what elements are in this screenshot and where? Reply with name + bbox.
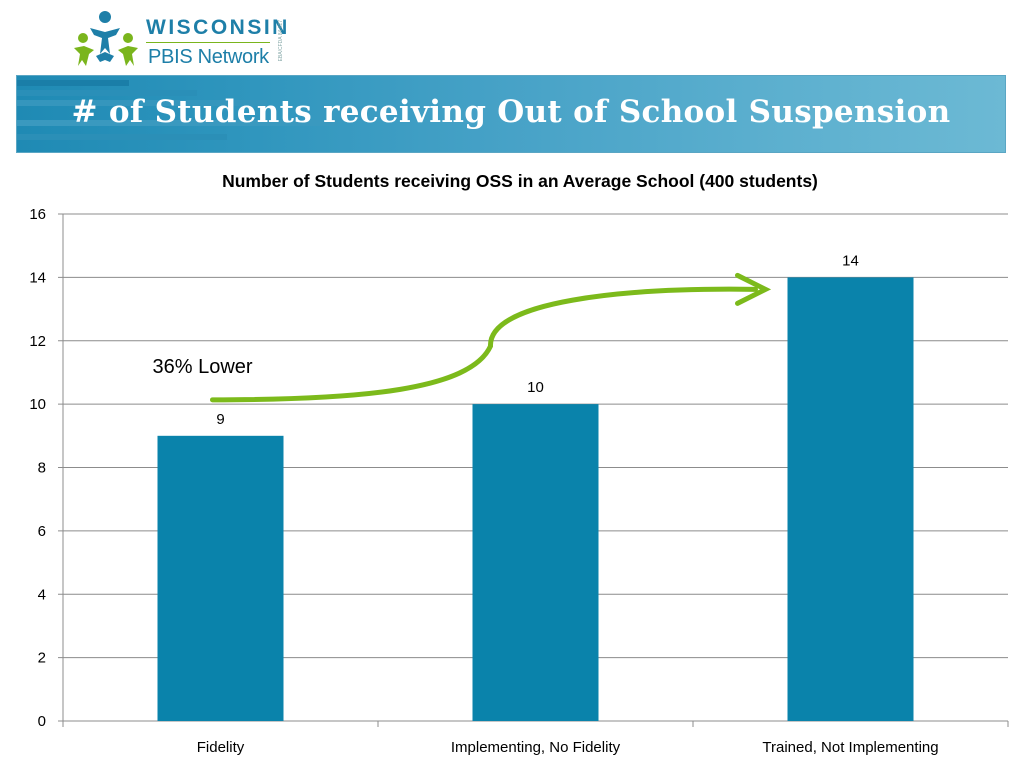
banner-decor-band bbox=[17, 120, 337, 126]
wisconsin-pbis-logo: WISCONSIN PBIS Network EBA/CFDA 84.027 bbox=[72, 8, 312, 72]
banner-decor-band bbox=[17, 80, 129, 86]
logo-pbis-network-text: PBIS Network bbox=[148, 46, 269, 68]
y-tick-label: 6 bbox=[38, 523, 46, 540]
logo-divider bbox=[146, 42, 270, 43]
annotation-arrow bbox=[210, 286, 758, 403]
logo-wisconsin-text: WISCONSIN bbox=[146, 16, 290, 39]
data-label: 10 bbox=[527, 379, 544, 396]
oss-bar-chart: Number of Students receiving OSS in an A… bbox=[29, 171, 1009, 756]
slide-title: # of Students receiving Out of School Su… bbox=[71, 94, 951, 130]
banner-decor-band bbox=[17, 134, 227, 140]
title-banner: # of Students receiving Out of School Su… bbox=[16, 75, 1006, 153]
annotation-arrowhead-icon bbox=[735, 272, 772, 306]
y-tick-label: 12 bbox=[29, 333, 46, 350]
bar-3 bbox=[787, 277, 914, 721]
bar-2 bbox=[472, 404, 599, 721]
banner-decor-band bbox=[17, 100, 267, 106]
data-label: 9 bbox=[216, 411, 224, 428]
annotation: 36% Lower bbox=[153, 272, 772, 403]
y-tick-label: 2 bbox=[38, 650, 46, 667]
y-tick-label: 4 bbox=[38, 586, 46, 603]
y-tick-label: 8 bbox=[38, 460, 46, 477]
chart-title: Number of Students receiving OSS in an A… bbox=[222, 171, 818, 191]
pbis-figures-logo-icon bbox=[74, 11, 138, 66]
bars bbox=[157, 277, 914, 721]
x-category-label: Trained, Not Implementing bbox=[762, 739, 938, 756]
x-category-label: Fidelity bbox=[197, 739, 245, 756]
axes: 0 2 4 6 8 10 12 14 16 Fidelity Implementing, No Fi… bbox=[29, 206, 1009, 756]
data-label: 14 bbox=[842, 252, 859, 269]
y-tick-label: 10 bbox=[29, 396, 46, 413]
logo-grant-text: EBA/CFDA 84.027 bbox=[278, 20, 284, 62]
annotation-text: 36% Lower bbox=[153, 356, 253, 378]
x-category-label: Implementing, No Fidelity bbox=[451, 739, 621, 756]
banner-decor-band bbox=[17, 90, 197, 96]
bar-1 bbox=[157, 435, 284, 721]
data-labels: 9 10 14 bbox=[216, 252, 859, 427]
y-tick-label: 16 bbox=[29, 206, 46, 223]
y-tick-label: 0 bbox=[38, 713, 46, 730]
y-tick-label: 14 bbox=[29, 269, 46, 286]
